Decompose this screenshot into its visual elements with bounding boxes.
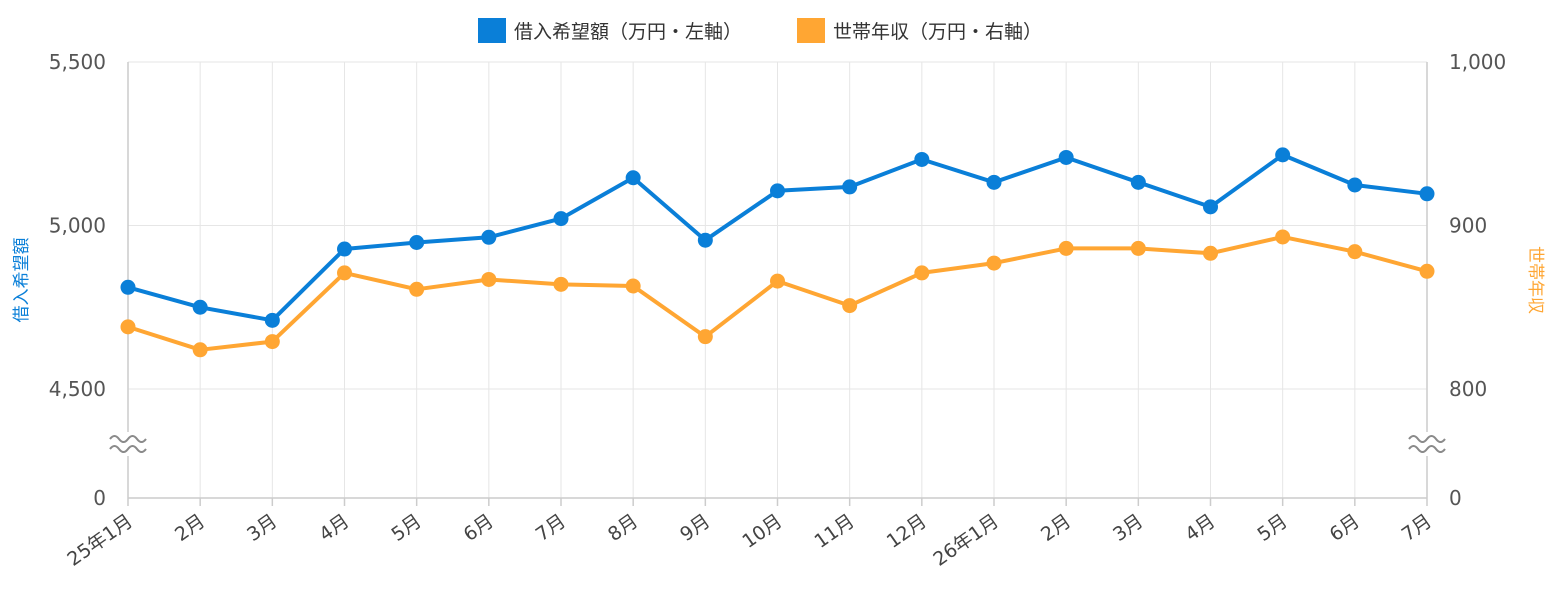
data-point[interactable] <box>192 299 208 315</box>
data-point[interactable] <box>842 298 858 314</box>
right-axis-break-symbol <box>1407 432 1447 456</box>
left-tick-label: 4,500 <box>49 377 106 401</box>
x-tick-label: 3月 <box>243 510 281 546</box>
left-tick-label: 5,500 <box>49 50 106 74</box>
series <box>120 147 1435 358</box>
legend: 借入希望額（万円・左軸） 世帯年収（万円・右軸） <box>478 18 1042 43</box>
left-axis-title: 借入希望額 <box>12 238 32 323</box>
data-point[interactable] <box>770 183 785 199</box>
x-tick-label: 26年1月 <box>929 510 1002 571</box>
data-point[interactable] <box>1275 229 1291 245</box>
data-point[interactable] <box>986 255 1002 271</box>
x-tick-label: 12月 <box>883 510 931 553</box>
data-point[interactable] <box>1419 263 1435 279</box>
data-point[interactable] <box>264 334 280 350</box>
data-point[interactable] <box>409 235 425 251</box>
data-point[interactable] <box>625 278 641 294</box>
right-axis-title: 世帯年収 <box>1525 246 1545 314</box>
x-tick-label: 9月 <box>676 510 714 546</box>
data-point[interactable] <box>553 276 569 292</box>
data-point[interactable] <box>1275 147 1291 163</box>
right-tick-label: 900 <box>1449 214 1487 238</box>
left-axis-break-symbol <box>108 432 148 456</box>
x-tick-label: 7月 <box>1398 510 1436 546</box>
data-point[interactable] <box>192 342 208 358</box>
legend-swatch-income <box>797 18 825 43</box>
data-point[interactable] <box>553 211 569 227</box>
data-point[interactable] <box>1058 240 1074 256</box>
data-point[interactable] <box>337 241 352 257</box>
right-tick-label: 0 <box>1449 486 1462 510</box>
data-point[interactable] <box>1203 245 1218 261</box>
data-point[interactable] <box>409 281 425 297</box>
data-point[interactable] <box>1347 177 1363 193</box>
data-point[interactable] <box>481 271 497 287</box>
legend-label-loan: 借入希望額（万円・左軸） <box>514 21 742 43</box>
x-tick-label: 6月 <box>1326 510 1364 546</box>
x-tick-label: 7月 <box>532 510 570 546</box>
x-tick-label: 5月 <box>387 510 425 546</box>
x-tick-label: 5月 <box>1253 510 1291 546</box>
data-point[interactable] <box>120 319 136 335</box>
left-tick-label: 0 <box>93 486 106 510</box>
data-point[interactable] <box>914 265 930 281</box>
data-point[interactable] <box>1347 244 1363 260</box>
x-tick-label: 25年1月 <box>63 510 136 571</box>
x-tick-label: 10月 <box>738 510 786 553</box>
data-point[interactable] <box>1130 240 1146 256</box>
data-point[interactable] <box>842 179 858 195</box>
data-point[interactable] <box>625 170 641 186</box>
legend-swatch-loan <box>478 18 506 43</box>
x-tick-label: 11月 <box>811 510 859 553</box>
data-point[interactable] <box>337 265 352 281</box>
x-tick-label: 4月 <box>315 510 353 546</box>
data-point[interactable] <box>1203 199 1218 215</box>
right-tick-label: 800 <box>1449 377 1487 401</box>
data-point[interactable] <box>770 273 785 289</box>
data-point[interactable] <box>1058 149 1074 165</box>
data-point[interactable] <box>1130 174 1146 190</box>
data-point[interactable] <box>986 174 1002 190</box>
data-point[interactable] <box>481 229 497 245</box>
x-tick-label: 4月 <box>1181 510 1219 546</box>
right-tick-label: 1,000 <box>1449 50 1506 74</box>
data-point[interactable] <box>697 329 713 345</box>
legend-item-income[interactable]: 世帯年収（万円・右軸） <box>797 18 1042 43</box>
data-point[interactable] <box>264 312 280 328</box>
x-tick-label: 2月 <box>1037 510 1075 546</box>
x-tick-label: 2月 <box>171 510 209 546</box>
legend-label-income: 世帯年収（万円・右軸） <box>833 21 1042 43</box>
x-tick-label: 8月 <box>604 510 642 546</box>
x-tick-label: 3月 <box>1109 510 1147 546</box>
left-tick-label: 5,000 <box>49 214 106 238</box>
data-point[interactable] <box>697 232 713 248</box>
legend-item-loan[interactable]: 借入希望額（万円・左軸） <box>478 18 742 43</box>
data-point[interactable] <box>914 151 930 167</box>
data-point[interactable] <box>1419 186 1435 202</box>
x-tick-label: 6月 <box>460 510 498 546</box>
data-point[interactable] <box>120 279 136 295</box>
